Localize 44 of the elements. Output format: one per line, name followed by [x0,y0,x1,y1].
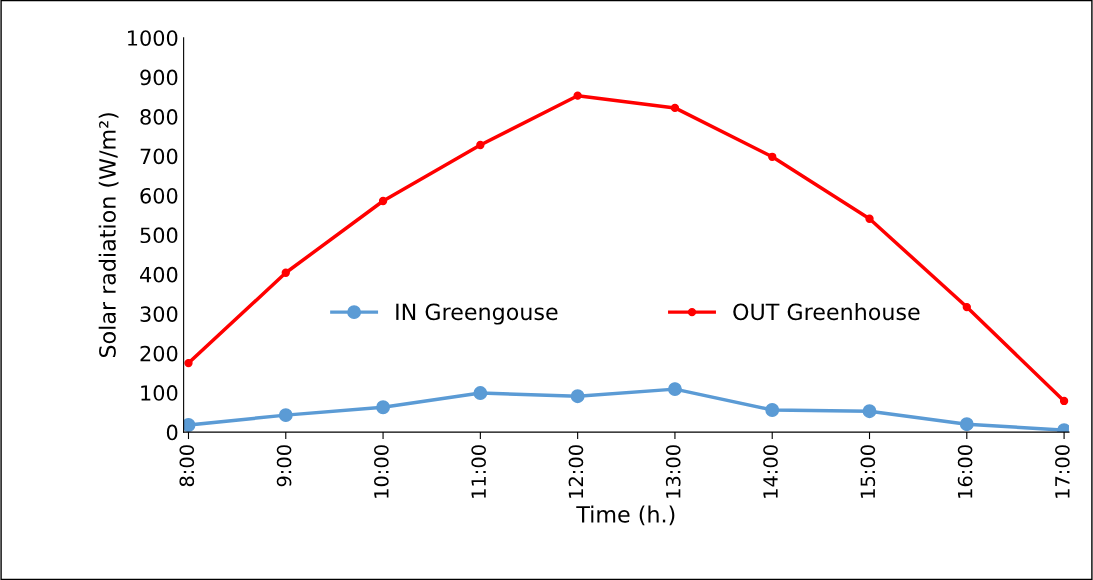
point [183,418,196,432]
x-tick-label: 15:00 [860,445,876,498]
x-tick-label: 10:00 [374,445,389,498]
x-tick-label: 9:00 [276,445,292,487]
legend-label: OUT Greenhouse [733,303,920,321]
x-tick-label: 13:00 [665,445,681,498]
point [573,91,582,100]
point [768,152,777,161]
legend-label: IN Greengouse [396,303,558,325]
x-tick-label: 8:00 [179,445,195,487]
x-tick-label: 17:00 [1055,445,1070,498]
y-tick-label: 600 [140,187,178,204]
point [378,196,388,206]
y-tick-label: 300 [140,306,178,322]
y-tick-label: 400 [140,266,178,283]
point [862,404,877,419]
y-tick-label: 100 [141,385,178,401]
point [962,302,971,312]
point [376,400,391,415]
x-tick-label: 11:00 [471,445,486,498]
y-tick-label: 900 [140,69,178,86]
y-tick-label: 200 [140,345,178,362]
point [281,268,290,277]
y-tick-label: 500 [140,227,178,244]
point [570,389,585,404]
y-tick-label: 800 [140,109,178,125]
point [670,103,680,113]
y-tick-label: 700 [140,148,178,165]
point [865,214,874,223]
y-tick-label: 0 [166,424,178,441]
point [184,358,193,368]
point [473,386,488,400]
point [476,140,485,150]
point [1059,396,1069,406]
y-tick-label: 1000 [128,30,178,46]
x-tick-label: 16:00 [957,445,973,498]
point [959,417,974,432]
x-tick-label: 14:00 [763,445,778,498]
y-axis-title: Solar radiation (W/m²) [98,113,119,358]
point [667,382,682,397]
x-tick-label: 12:00 [568,445,584,498]
x-axis-title: Time (h.) [576,505,675,526]
point [765,403,780,417]
point [278,408,293,423]
